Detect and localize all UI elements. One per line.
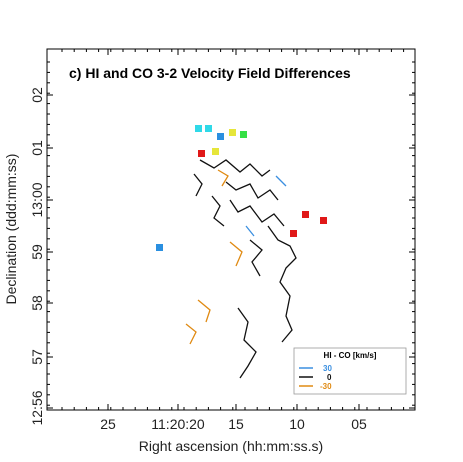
y-tick-labels: 12:56 57 58 59 13:00 01 02 <box>29 87 45 426</box>
contour-lines <box>185 159 297 379</box>
y-tick-label: 01 <box>29 140 45 156</box>
contour-line <box>245 225 255 237</box>
map-pixel <box>212 148 219 155</box>
axis-ticks <box>47 49 415 410</box>
contour-line <box>249 239 263 277</box>
velocity-map <box>156 125 327 251</box>
contour-line <box>185 323 197 345</box>
map-pixel <box>320 217 327 224</box>
x-tick-label: 10 <box>289 416 305 432</box>
map-pixel <box>217 133 224 140</box>
contour-line <box>237 307 257 379</box>
legend-title: HI - CO [km/s] <box>324 351 377 360</box>
contour-line <box>193 173 203 197</box>
legend-label-zero: 0 <box>327 373 332 382</box>
x-tick-labels: 25 11:20:20 15 10 05 <box>100 416 367 432</box>
contour-line <box>275 175 287 187</box>
x-tick-label: 25 <box>100 416 116 432</box>
x-tick-label: 15 <box>228 416 244 432</box>
x-tick-label: 05 <box>351 416 367 432</box>
chart-title: c) HI and CO 3-2 Velocity Field Differen… <box>69 65 351 81</box>
x-tick-label: 11:20:20 <box>151 416 205 432</box>
contour-line <box>267 225 297 343</box>
contour-line <box>229 199 285 227</box>
map-pixel <box>195 125 202 132</box>
map-pixel <box>156 244 163 251</box>
contour-line <box>197 299 211 323</box>
contour-line <box>199 159 271 177</box>
contour-line <box>211 195 225 227</box>
y-tick-label: 58 <box>29 295 45 311</box>
legend-label-negative: -30 <box>320 382 332 391</box>
plot-frame <box>46 48 416 411</box>
map-pixel <box>198 150 205 157</box>
map-pixel <box>302 211 309 218</box>
contour-line <box>225 181 279 201</box>
map-pixel <box>205 125 212 132</box>
y-tick-label: 02 <box>29 87 45 103</box>
contour-line <box>217 169 229 187</box>
legend-label-positive: 30 <box>323 364 332 373</box>
map-pixel <box>229 129 236 136</box>
x-axis-title: Right ascension (hh:mm:ss.s) <box>139 438 323 454</box>
y-tick-label: 59 <box>29 244 45 260</box>
y-axis-title: Declination (ddd:mm:ss) <box>3 154 19 305</box>
legend: HI - CO [km/s] 30 0 -30 <box>293 347 407 395</box>
y-tick-label: 12:56 <box>29 390 45 425</box>
y-tick-label: 57 <box>29 349 45 365</box>
map-pixel <box>290 230 297 237</box>
y-tick-label: 13:00 <box>29 182 45 217</box>
map-pixel <box>240 131 247 138</box>
contour-line <box>229 241 243 267</box>
